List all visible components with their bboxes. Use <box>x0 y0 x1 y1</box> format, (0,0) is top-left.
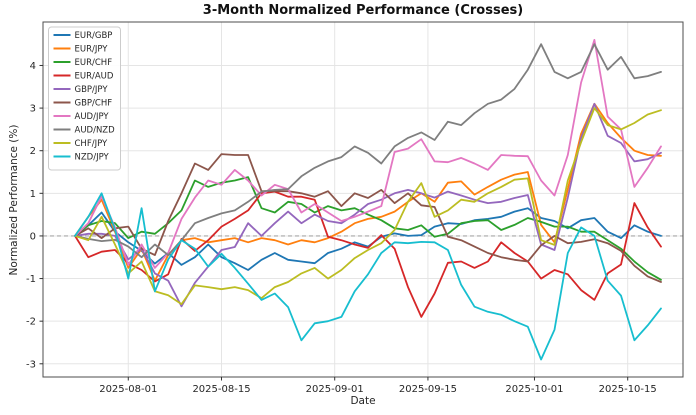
series-line-GBP-JPY <box>74 102 662 308</box>
x-tick-label: 2025-09-01 <box>306 384 364 395</box>
x-tick-label: 2025-09-15 <box>399 384 457 395</box>
legend-label-GBP-CHF: GBP/CHF <box>75 99 113 109</box>
legend-label-AUD-JPY: AUD/JPY <box>75 112 110 122</box>
y-tick-label: 0 <box>30 231 36 242</box>
y-tick-label: 3 <box>30 104 36 115</box>
series-line-GBP-CHF <box>74 153 662 283</box>
series-line-NZD-JPY <box>74 192 662 361</box>
series-line-EUR-AUD <box>74 190 662 318</box>
series-line-AUD-JPY <box>74 39 662 269</box>
legend-label-EUR-CHF: EUR/CHF <box>75 58 113 68</box>
y-tick-label: -3 <box>26 359 36 370</box>
chart-title: 3-Month Normalized Performance (Crosses) <box>202 3 524 18</box>
x-tick-label: 2025-10-01 <box>505 384 563 395</box>
series-line-AUD-NZD <box>74 43 662 259</box>
legend-label-AUD-NZD: AUD/NZD <box>75 126 116 136</box>
x-tick-label: 2025-08-01 <box>99 384 157 395</box>
plot-border <box>42 21 684 378</box>
y-tick-label: -2 <box>26 317 36 328</box>
y-tick-label: 1 <box>30 189 36 200</box>
legend: EUR/GBP EUR/JPY EUR/CHF EUR/AUD GBP/JPY GBP/C… <box>48 26 121 171</box>
y-tick-label: -1 <box>26 274 36 285</box>
series-line-CHF-JPY <box>74 107 662 306</box>
x-tick-label: 2025-10-15 <box>599 384 657 395</box>
series-line-EUR-GBP <box>74 207 662 271</box>
legend-label-NZD-JPY: NZD/JPY <box>75 153 110 163</box>
y-tick-label: 4 <box>30 61 36 72</box>
legend-label-EUR-AUD: EUR/AUD <box>75 72 114 82</box>
y-tick-label: 2 <box>30 146 36 157</box>
legend-label-EUR-JPY: EUR/JPY <box>75 45 109 55</box>
legend-label-GBP-JPY: GBP/JPY <box>75 85 109 95</box>
series-line-EUR-CHF <box>74 176 662 281</box>
x-axis-label: Date <box>350 395 376 407</box>
legend-label-CHF-JPY: CHF/JPY <box>75 139 109 149</box>
legend-label-EUR-GBP: EUR/GBP <box>75 31 113 41</box>
x-tick-label: 2025-08-15 <box>192 384 250 395</box>
